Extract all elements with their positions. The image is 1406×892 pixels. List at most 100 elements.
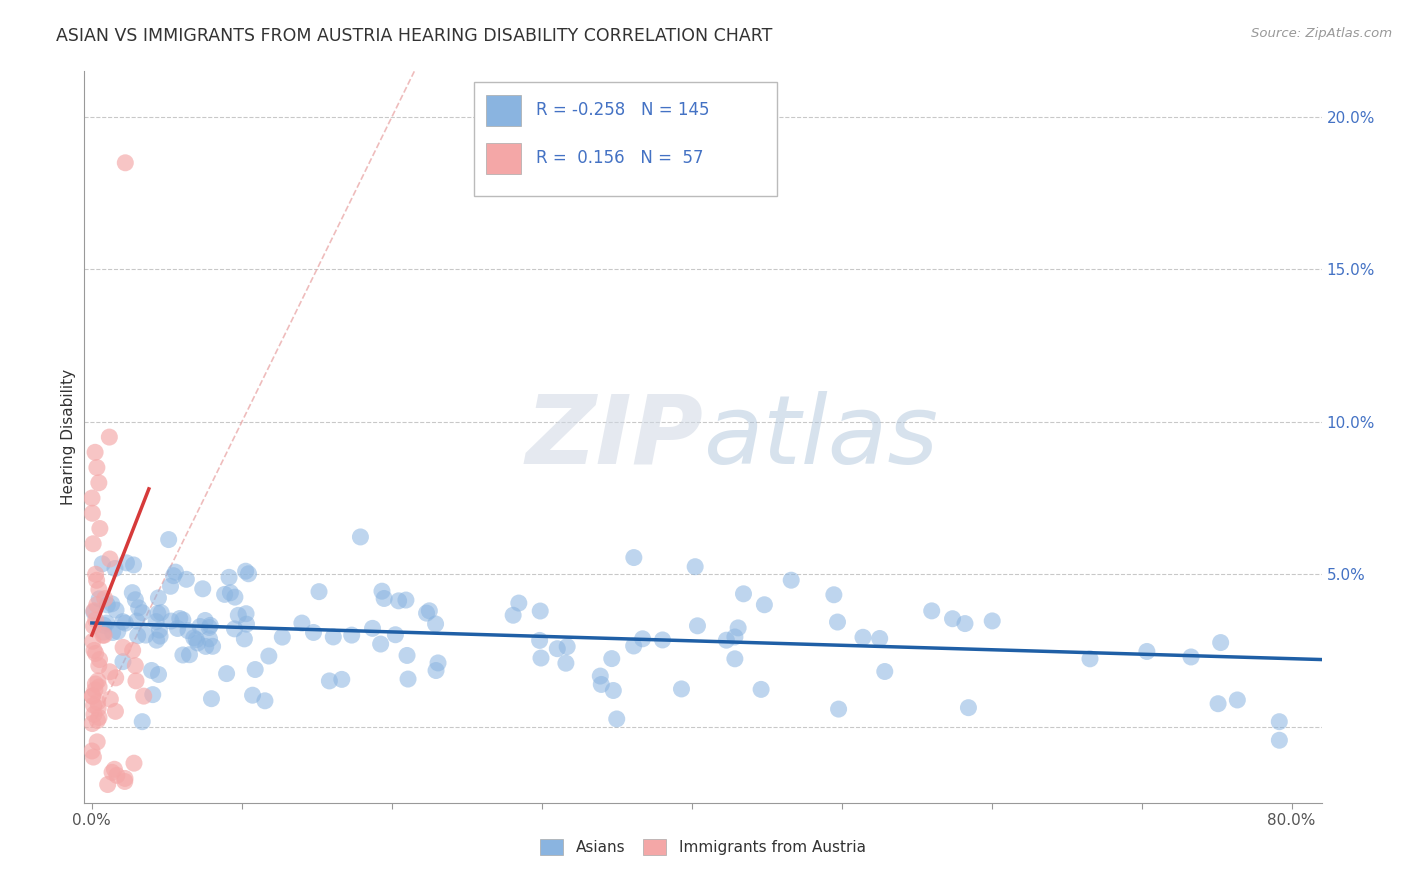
- Point: [84, 445, 107, 459]
- Point: [114, 774, 136, 789]
- Text: R =  0.156   N =  57: R = 0.156 N = 57: [536, 149, 703, 167]
- Point: [957, 700, 980, 714]
- Point: [602, 683, 624, 698]
- Point: [111, 615, 134, 629]
- Point: [257, 648, 280, 663]
- Point: [198, 620, 221, 634]
- Point: [1268, 733, 1291, 747]
- Point: [749, 682, 772, 697]
- Point: [530, 651, 553, 665]
- Point: [623, 550, 645, 565]
- Y-axis label: Hearing Disability: Hearing Disability: [60, 369, 76, 505]
- Point: [111, 655, 134, 669]
- Point: [107, 624, 129, 639]
- Point: [529, 633, 551, 648]
- Point: [224, 622, 246, 636]
- Point: [981, 614, 1004, 628]
- Point: [115, 556, 138, 570]
- Point: [395, 593, 418, 607]
- Point: [121, 585, 143, 599]
- Point: [716, 633, 738, 648]
- Bar: [486, 143, 522, 174]
- Point: [529, 604, 551, 618]
- Point: [145, 633, 167, 648]
- Point: [873, 665, 896, 679]
- Point: [302, 625, 325, 640]
- Point: [166, 622, 188, 636]
- Legend: Asians, Immigrants from Austria: Asians, Immigrants from Austria: [534, 833, 872, 861]
- Point: [396, 648, 419, 663]
- Point: [238, 566, 260, 581]
- Point: [83, 604, 105, 618]
- Point: [194, 640, 217, 654]
- Point: [125, 673, 148, 688]
- Point: [84, 647, 107, 661]
- Point: [105, 768, 128, 782]
- Point: [418, 604, 440, 618]
- Point: [308, 584, 330, 599]
- Point: [218, 570, 240, 584]
- Point: [1180, 650, 1202, 665]
- Point: [1268, 714, 1291, 729]
- Point: [591, 677, 613, 691]
- Point: [1078, 652, 1101, 666]
- Point: [724, 652, 747, 666]
- Point: [101, 765, 124, 780]
- Point: [941, 612, 963, 626]
- Point: [82, 689, 104, 703]
- Point: [1206, 697, 1229, 711]
- Point: [724, 630, 747, 644]
- Point: [96, 616, 118, 631]
- Point: [84, 567, 107, 582]
- Point: [183, 631, 205, 645]
- Point: [754, 598, 776, 612]
- Point: [827, 615, 849, 629]
- Point: [554, 657, 576, 671]
- Point: [157, 533, 180, 547]
- Point: [80, 744, 103, 758]
- Point: [98, 552, 121, 566]
- Point: [98, 665, 121, 679]
- Point: [135, 628, 157, 642]
- Point: [425, 616, 447, 631]
- Point: [145, 615, 167, 629]
- Point: [91, 628, 114, 642]
- Point: [671, 681, 693, 696]
- Point: [427, 656, 450, 670]
- Point: [82, 506, 104, 520]
- Point: [82, 750, 104, 764]
- Point: [86, 574, 108, 588]
- Point: [93, 625, 115, 640]
- Point: [219, 585, 242, 599]
- Point: [291, 616, 314, 631]
- Point: [1136, 644, 1159, 658]
- Point: [141, 664, 163, 678]
- Point: [214, 587, 236, 601]
- Point: [132, 689, 155, 703]
- Point: [89, 591, 111, 606]
- Point: [86, 695, 108, 709]
- Point: [733, 587, 755, 601]
- Point: [148, 623, 170, 637]
- Point: [125, 614, 148, 628]
- Point: [322, 630, 344, 644]
- Point: [370, 637, 392, 651]
- Point: [83, 619, 105, 633]
- Point: [87, 658, 110, 673]
- Point: [104, 671, 127, 685]
- Point: [131, 714, 153, 729]
- Point: [89, 521, 111, 535]
- Point: [82, 634, 104, 648]
- Point: [349, 530, 371, 544]
- Point: [122, 756, 145, 771]
- Point: [869, 632, 891, 646]
- Point: [87, 582, 110, 597]
- Point: [589, 669, 612, 683]
- Text: Source: ZipAtlas.com: Source: ZipAtlas.com: [1251, 27, 1392, 40]
- Point: [176, 572, 198, 586]
- Point: [103, 762, 125, 776]
- Point: [97, 778, 120, 792]
- Point: [162, 568, 184, 582]
- Point: [651, 632, 673, 647]
- Point: [104, 561, 127, 575]
